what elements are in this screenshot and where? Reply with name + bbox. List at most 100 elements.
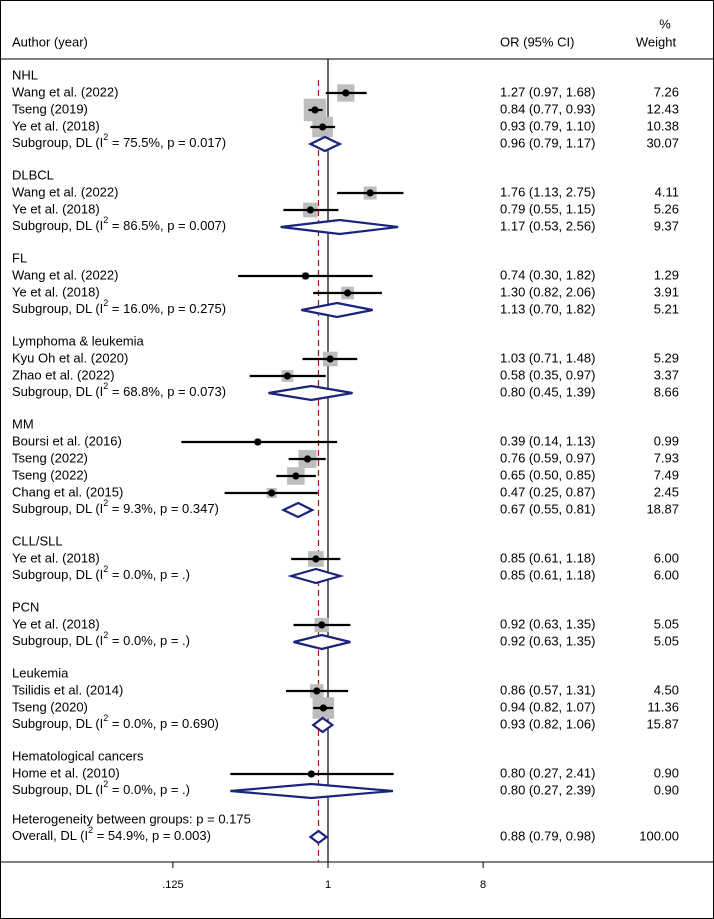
study-label: Chang et al. (2015) <box>12 484 123 499</box>
subgroup-ci-text: 0.85 (0.61, 1.18) <box>500 567 595 582</box>
study-point <box>307 770 315 778</box>
study-label: Tseng (2020) <box>12 699 88 714</box>
study-weight-text: 7.49 <box>654 467 679 482</box>
study-label: Wang et al. (2022) <box>12 184 118 199</box>
subgroup-ci-text: 0.92 (0.63, 1.35) <box>500 633 595 648</box>
study-ci-text: 0.39 (0.14, 1.13) <box>500 433 595 448</box>
subgroup-label: Subgroup, DL (I2 = 86.5%, p = 0.007) <box>12 215 226 233</box>
group-heading: CLL/SLL <box>12 533 63 548</box>
study-point <box>318 621 326 629</box>
x-tick-label: 1 <box>325 879 331 891</box>
subgroup-label: Subgroup, DL (I2 = 0.0%, p = 0.690) <box>12 713 219 731</box>
study-point <box>319 704 327 712</box>
overall-ci-text: 0.88 (0.79, 0.98) <box>500 828 595 843</box>
study-label: Tseng (2022) <box>12 467 88 482</box>
study-weight-text: 10.38 <box>646 118 679 133</box>
subgroup-diamond <box>280 501 315 519</box>
study-label: Kyu Oh et al. (2020) <box>12 350 128 365</box>
study-weight-text: 6.00 <box>654 550 679 565</box>
subgroup-diamond <box>311 716 335 734</box>
study-point <box>311 106 319 114</box>
group-heading: Hematological cancers <box>12 748 144 763</box>
study-weight-text: 7.26 <box>654 84 679 99</box>
subgroup-ci-text: 0.80 (0.45, 1.39) <box>500 384 595 399</box>
study-weight-text: 4.11 <box>655 184 679 199</box>
study-label: Wang et al. (2022) <box>12 84 118 99</box>
subgroup-weight-text: 5.05 <box>654 633 679 648</box>
subgroup-ci-text: 1.17 (0.53, 2.56) <box>500 218 595 233</box>
study-point <box>313 687 321 695</box>
subgroup-weight-text: 30.07 <box>646 135 679 150</box>
study-weight-text: 1.29 <box>654 267 679 282</box>
study-weight-text: 5.05 <box>654 616 679 631</box>
study-label: Tsilidis et al. (2014) <box>12 682 123 697</box>
study-point <box>268 489 276 497</box>
study-label: Tseng (2019) <box>12 101 88 116</box>
study-ci-text: 0.47 (0.25, 0.87) <box>500 484 595 499</box>
study-ci-text: 1.30 (0.82, 2.06) <box>500 284 595 299</box>
header-ci: OR (95% CI) <box>500 34 574 49</box>
study-ci-text: 0.74 (0.30, 1.82) <box>500 267 595 282</box>
study-weight-text: 2.45 <box>654 484 679 499</box>
group-heading: NHL <box>12 67 38 82</box>
subgroup-diamond <box>268 384 353 402</box>
study-label: Wang et al. (2022) <box>12 267 118 282</box>
study-label: Ye et al. (2018) <box>12 616 100 631</box>
study-ci-text: 0.92 (0.63, 1.35) <box>500 616 595 631</box>
study-weight-text: 0.90 <box>654 765 679 780</box>
subgroup-diamond <box>280 218 399 236</box>
study-point <box>312 555 320 563</box>
study-point <box>342 89 350 97</box>
subgroup-weight-text: 9.37 <box>654 218 679 233</box>
subgroup-diamond <box>293 633 351 651</box>
study-ci-text: 0.76 (0.59, 0.97) <box>500 450 595 465</box>
subgroup-weight-text: 0.90 <box>654 782 679 797</box>
study-point <box>318 123 327 131</box>
x-tick-label: .125 <box>162 879 183 891</box>
study-weight-text: 7.93 <box>654 450 679 465</box>
study-point <box>306 206 315 214</box>
study-label: Ye et al. (2018) <box>12 550 100 565</box>
study-label: Boursi et al. (2016) <box>12 433 122 448</box>
overall-weight-text: 100.00 <box>639 828 679 843</box>
subgroup-label: Subgroup, DL (I2 = 0.0%, p = .) <box>12 630 190 648</box>
subgroup-weight-text: 6.00 <box>654 567 679 582</box>
study-point <box>283 372 291 380</box>
study-weight-text: 11.36 <box>647 699 679 714</box>
subgroup-label: Subgroup, DL (I2 = 0.0%, p = .) <box>12 779 190 797</box>
study-weight-text: 4.50 <box>654 682 679 697</box>
study-weight-text: 12.43 <box>646 101 679 116</box>
header-weight: Weight <box>636 34 677 49</box>
study-weight-text: 5.29 <box>654 350 679 365</box>
subgroup-weight-text: 5.21 <box>654 301 679 316</box>
header-weight-percent: % <box>659 16 671 31</box>
group-heading: PCN <box>12 599 39 614</box>
study-ci-text: 0.94 (0.82, 1.07) <box>500 699 595 714</box>
overall-diamond <box>308 829 329 845</box>
study-ci-text: 1.76 (1.13, 2.75) <box>500 184 595 199</box>
study-point <box>292 472 300 480</box>
subgroup-weight-text: 8.66 <box>654 384 679 399</box>
study-ci-text: 0.58 (0.35, 0.97) <box>500 367 595 382</box>
overall-label: Overall, DL (I2 = 54.9%, p = 0.003) <box>12 825 211 843</box>
study-weight-text: 5.26 <box>654 201 679 216</box>
study-point <box>301 272 310 280</box>
study-point <box>303 455 312 463</box>
study-ci-text: 0.80 (0.27, 2.41) <box>500 765 595 780</box>
subgroup-ci-text: 1.13 (0.70, 1.82) <box>500 301 595 316</box>
group-heading: Lymphoma & leukemia <box>12 333 145 348</box>
subgroup-diamond <box>287 567 345 585</box>
study-ci-text: 0.84 (0.77, 0.93) <box>500 101 595 116</box>
subgroup-label: Subgroup, DL (I2 = 9.3%, p = 0.347) <box>12 498 219 516</box>
study-label: Ye et al. (2018) <box>12 118 100 133</box>
subgroup-weight-text: 15.87 <box>646 716 679 731</box>
study-ci-text: 0.65 (0.50, 0.85) <box>500 467 595 482</box>
study-label: Ye et al. (2018) <box>12 284 100 299</box>
study-point <box>326 355 334 363</box>
study-ci-text: 0.85 (0.61, 1.18) <box>500 550 595 565</box>
study-weight-text: 3.91 <box>654 284 679 299</box>
x-tick-label: 8 <box>480 879 486 891</box>
subgroup-diamond <box>301 301 373 319</box>
subgroup-ci-text: 0.93 (0.82, 1.06) <box>500 716 595 731</box>
